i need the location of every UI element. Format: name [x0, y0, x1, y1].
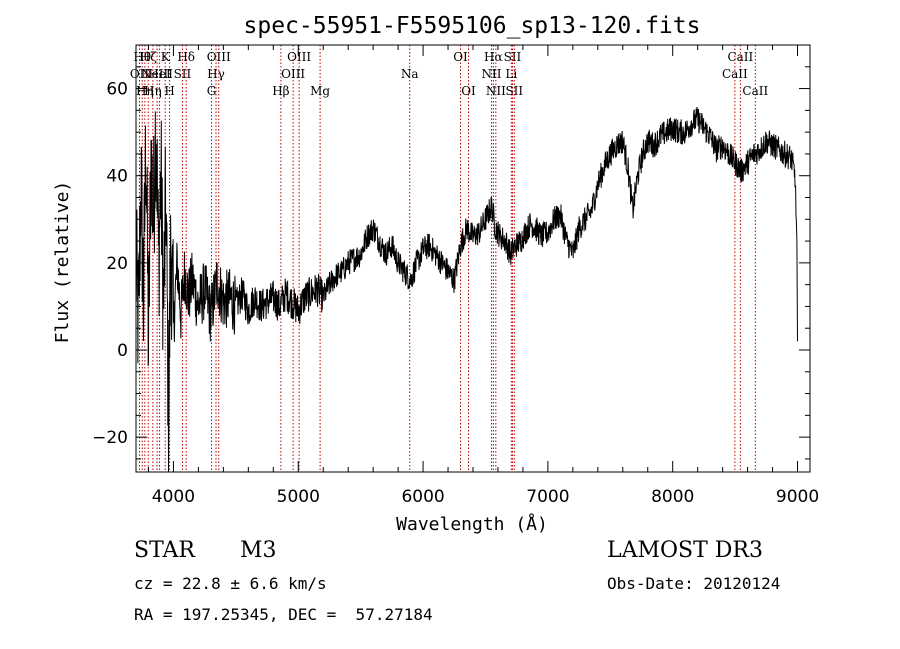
spectral-line-label: OIII — [207, 50, 231, 64]
spectral-line-label: Na — [401, 67, 419, 81]
flux-series-line — [135, 106, 798, 473]
spectral-line-label: CaII — [727, 50, 753, 64]
plot-frame — [135, 44, 811, 473]
spectral-line-label: OI — [453, 50, 468, 64]
object-subclass: M3 — [240, 538, 277, 563]
y-axis-label: Flux (relative) — [52, 181, 73, 344]
spectral-line-label: Hγ — [207, 67, 225, 81]
spectral-line-label: K — [161, 50, 171, 64]
y-tick-label: 0 — [117, 341, 128, 361]
spectral-line-label: Mg — [310, 84, 330, 98]
spectral-line-label: NII — [486, 84, 506, 98]
spectral-line-labels: OIIHθHηHζHηNeIIIHeIKHSIIHδGHγOIIIHβOIIIO… — [130, 50, 769, 98]
spectral-line-label: OI — [461, 84, 476, 98]
spectral-line-label: Hη — [144, 84, 162, 98]
redshift-cz: cz = 22.8 ± 6.6 km/s — [134, 574, 327, 593]
x-tick-label: 4000 — [152, 487, 195, 507]
spectral-line-label: Hζ — [140, 50, 157, 64]
x-tick-label: 6000 — [401, 487, 444, 507]
spectral-line-label: SII — [174, 67, 192, 81]
spectral-line-label: OII — [130, 67, 150, 81]
x-tick-label: 7000 — [526, 487, 569, 507]
spectral-line-label: CaII — [722, 67, 748, 81]
spectral-line-label: OIII — [281, 67, 305, 81]
y-axis-ticks: −20 0 20 40 60 — [92, 66, 810, 460]
observation-date: Obs-Date: 20120124 — [607, 574, 781, 593]
spectral-line-label: SII — [505, 84, 523, 98]
spectral-line-label: NeIII — [141, 67, 173, 81]
x-axis-ticks: 4000 5000 6000 7000 8000 9000 — [147, 45, 819, 507]
y-tick-label: 60 — [106, 80, 128, 100]
x-tick-label: 5000 — [277, 487, 320, 507]
y-tick-label: 40 — [106, 167, 128, 187]
survey-name: LAMOST DR3 — [607, 538, 763, 563]
y-tick-label: 20 — [106, 254, 128, 274]
spectral-line-label: Hδ — [177, 50, 195, 64]
spectral-line-label: HeI — [148, 67, 171, 81]
spectral-line-label: CaII — [742, 84, 768, 98]
spectral-line-label: Hθ — [133, 50, 151, 64]
object-class: STAR — [134, 538, 195, 563]
spectral-line-label: OIII — [287, 50, 311, 64]
spectral-line-label: G — [207, 84, 217, 98]
x-tick-label: 9000 — [776, 487, 819, 507]
spectral-lines — [138, 45, 756, 472]
coordinates: RA = 197.25345, DEC = 57.27184 — [134, 605, 433, 624]
spectral-line-label: NII — [481, 67, 501, 81]
x-axis-label: Wavelength (Å) — [396, 513, 548, 535]
chart-title: spec-55951-F5595106_sp13-120.fits — [244, 13, 701, 39]
y-tick-label: −20 — [92, 428, 128, 448]
spectral-line-label: Hη — [136, 84, 154, 98]
x-tick-label: 8000 — [651, 487, 694, 507]
spectral-line-label: Li — [505, 67, 517, 81]
spectral-line-label: H — [164, 84, 174, 98]
spectral-line-label: Hβ — [272, 84, 289, 98]
spectral-line-label: SII — [504, 50, 522, 64]
spectral-line-label: Hα — [484, 50, 503, 64]
